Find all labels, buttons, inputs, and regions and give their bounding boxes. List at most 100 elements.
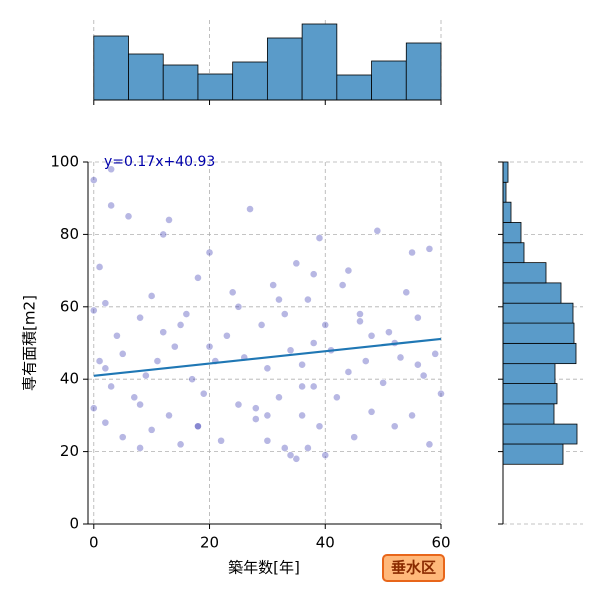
point bbox=[292, 454, 301, 463]
point bbox=[89, 306, 98, 315]
point bbox=[390, 422, 399, 431]
point bbox=[280, 444, 289, 452]
point bbox=[205, 248, 214, 257]
point bbox=[356, 310, 364, 318]
regression-label: y=0.17x+40.93 bbox=[104, 154, 215, 170]
histogram-bar bbox=[502, 282, 562, 304]
point bbox=[286, 346, 295, 355]
point bbox=[101, 299, 110, 308]
y-tick-label: 100 bbox=[50, 153, 79, 171]
histogram-bar bbox=[93, 35, 129, 101]
point bbox=[141, 371, 150, 380]
histogram-bar bbox=[266, 37, 303, 101]
histogram-bar bbox=[502, 161, 509, 183]
point bbox=[367, 331, 376, 340]
point bbox=[350, 433, 359, 442]
point bbox=[136, 400, 144, 409]
point bbox=[95, 263, 104, 271]
point bbox=[425, 244, 434, 253]
histogram-bar bbox=[502, 403, 555, 425]
point bbox=[292, 259, 301, 268]
point bbox=[361, 357, 370, 365]
y-tick-label: 0 bbox=[69, 515, 79, 533]
badge: 垂水区 bbox=[391, 559, 436, 577]
y-tick-label: 20 bbox=[60, 442, 79, 460]
point bbox=[263, 436, 272, 445]
point bbox=[280, 310, 289, 318]
point bbox=[263, 411, 272, 420]
point bbox=[147, 292, 156, 300]
y-tick-label: 40 bbox=[60, 370, 79, 388]
point bbox=[107, 165, 116, 174]
point bbox=[396, 353, 405, 362]
point bbox=[269, 281, 278, 289]
y-tick-label: 80 bbox=[60, 225, 79, 243]
point bbox=[402, 288, 411, 297]
point bbox=[136, 444, 144, 452]
histogram-bar bbox=[502, 363, 556, 384]
histogram-bar bbox=[502, 242, 525, 264]
point bbox=[309, 339, 318, 347]
histogram-bar bbox=[502, 302, 574, 324]
point bbox=[356, 317, 364, 326]
histogram-bar bbox=[336, 74, 372, 101]
point bbox=[222, 331, 231, 340]
point bbox=[194, 422, 202, 431]
point bbox=[176, 320, 185, 329]
histogram-bar bbox=[502, 201, 512, 223]
histogram-bar bbox=[371, 60, 407, 101]
point bbox=[298, 360, 307, 369]
point bbox=[309, 382, 318, 391]
point bbox=[113, 331, 121, 340]
point bbox=[275, 393, 283, 402]
point bbox=[246, 205, 254, 213]
point bbox=[176, 440, 185, 449]
histogram-bar bbox=[502, 222, 522, 244]
histogram-bar bbox=[405, 42, 442, 101]
point bbox=[194, 273, 202, 282]
x-tick-label: 20 bbox=[200, 534, 219, 552]
point bbox=[205, 342, 214, 351]
point bbox=[321, 320, 330, 329]
point bbox=[228, 288, 237, 297]
point bbox=[182, 310, 191, 318]
point bbox=[147, 425, 156, 434]
point bbox=[199, 389, 208, 398]
point bbox=[298, 411, 307, 420]
point bbox=[344, 368, 353, 376]
histogram-bar bbox=[502, 342, 577, 365]
point bbox=[234, 400, 243, 409]
point bbox=[159, 328, 168, 337]
regression-line bbox=[93, 337, 442, 377]
point bbox=[159, 230, 168, 239]
point bbox=[373, 226, 382, 235]
point bbox=[136, 313, 144, 322]
point bbox=[101, 364, 110, 373]
point bbox=[286, 451, 295, 460]
point bbox=[89, 176, 98, 184]
point bbox=[107, 382, 116, 391]
histogram-bar bbox=[502, 423, 578, 445]
point bbox=[89, 404, 98, 413]
histogram-bar bbox=[502, 443, 564, 465]
point bbox=[257, 320, 266, 329]
point bbox=[315, 422, 324, 431]
x-tick-label: 40 bbox=[316, 534, 335, 552]
point bbox=[165, 216, 173, 224]
x-axis-label: 築年数[年] bbox=[228, 559, 300, 577]
point bbox=[321, 451, 330, 460]
point bbox=[379, 378, 388, 387]
histogram-bar bbox=[197, 73, 234, 101]
badge-box bbox=[382, 554, 445, 582]
point bbox=[251, 415, 260, 423]
point bbox=[153, 357, 162, 365]
point bbox=[188, 375, 197, 384]
point bbox=[124, 212, 133, 221]
point bbox=[217, 436, 225, 445]
point bbox=[431, 349, 440, 358]
point bbox=[413, 360, 422, 369]
point bbox=[304, 295, 312, 304]
point bbox=[338, 281, 347, 289]
point bbox=[309, 270, 318, 279]
